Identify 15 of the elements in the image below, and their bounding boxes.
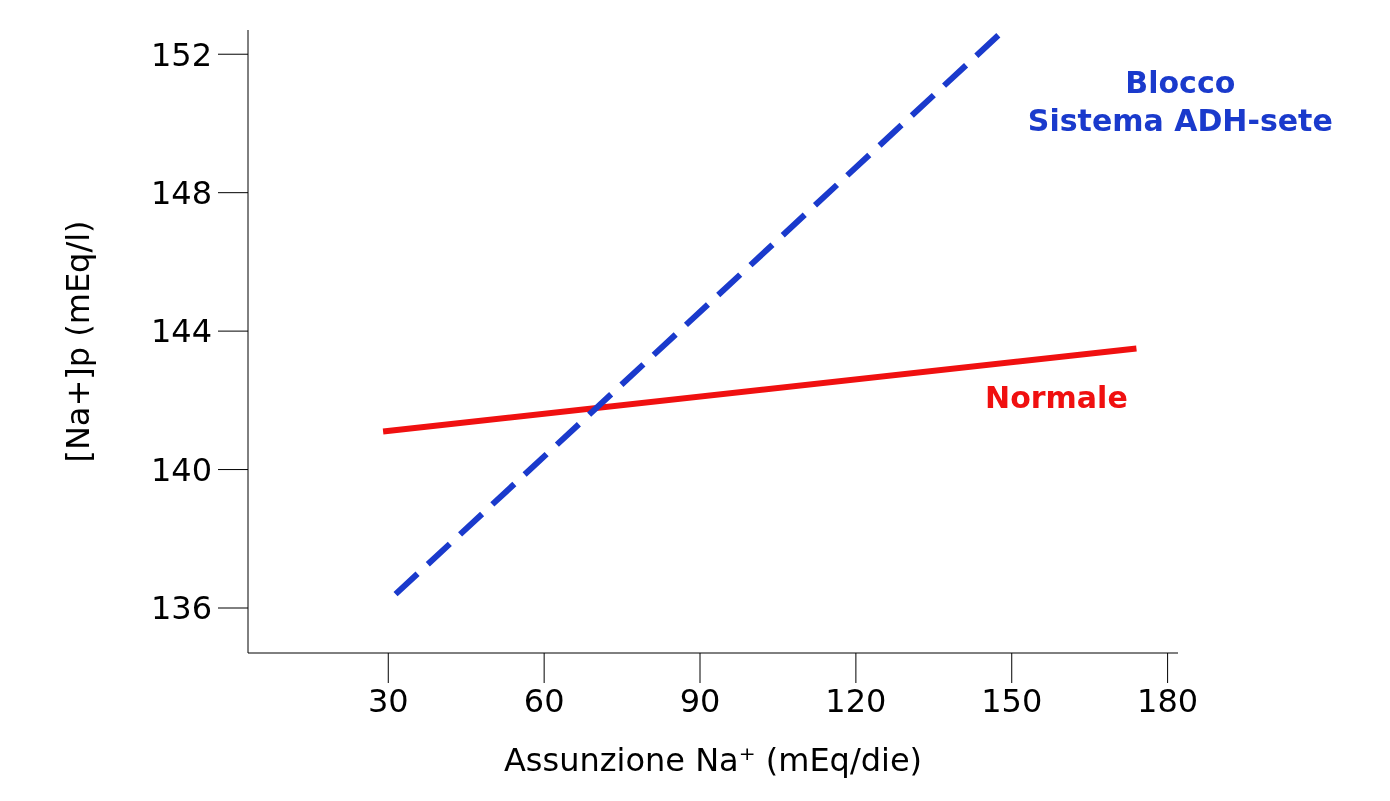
y-tick-label: 140 (150, 450, 212, 489)
x-tick-label: 60 (523, 681, 565, 720)
y-tick-label: 148 (150, 174, 212, 213)
series-label: Blocco Sistema ADH-sete (1027, 65, 1333, 139)
y-axis-title: [Na+]p (mEq/l) (59, 220, 98, 463)
x-tick-label: 120 (825, 681, 887, 720)
series-label: Normale (985, 380, 1128, 416)
x-tick-label: 150 (981, 681, 1043, 720)
x-tick-label: 90 (679, 681, 721, 720)
y-tick-label: 152 (150, 35, 212, 74)
x-axis-title: Assunzione Na⁺ (mEq/die) (503, 741, 923, 779)
x-tick-label: 30 (367, 681, 409, 720)
y-tick-label: 144 (150, 312, 212, 351)
y-tick-label: 136 (150, 589, 212, 628)
x-tick-label: 180 (1137, 681, 1199, 720)
